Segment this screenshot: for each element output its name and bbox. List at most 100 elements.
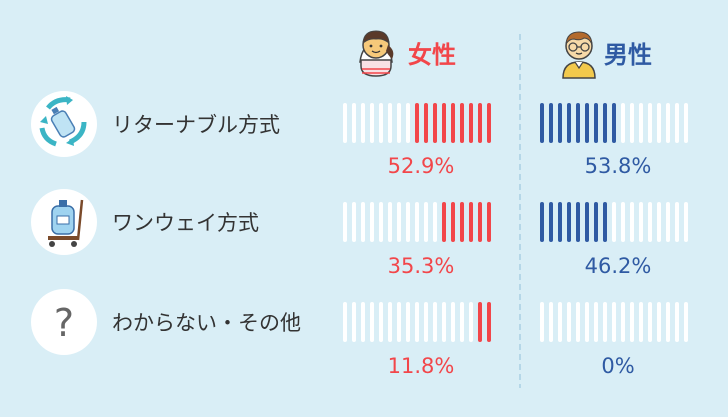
bar-segment-male-2-11 [639, 302, 643, 342]
water-jug-cart-icon [31, 189, 97, 255]
bar-segment-male-0-15 [675, 103, 679, 143]
bar-segment-male-2-3 [567, 302, 571, 342]
bar-segment-female-0-3 [370, 103, 374, 143]
bar-segment-female-1-16 [487, 202, 491, 242]
bar-segment-female-2-11 [442, 302, 446, 342]
bar-segment-female-2-6 [397, 302, 401, 342]
bar-segment-female-2-9 [424, 302, 428, 342]
category-label-returnable: リターナブル方式 [112, 113, 280, 137]
bar-segment-male-2-6 [594, 302, 598, 342]
bar-segment-female-1-12 [451, 202, 455, 242]
bar-segment-female-1-8 [415, 202, 419, 242]
bar-segment-male-1-13 [657, 202, 661, 242]
bar-segment-female-0-11 [442, 103, 446, 143]
bar-segment-female-1-2 [361, 202, 365, 242]
bar-segment-female-0-10 [433, 103, 437, 143]
bar-segment-female-2-15 [478, 302, 482, 342]
male-avatar-icon [562, 31, 596, 79]
bar-segment-female-2-5 [388, 302, 392, 342]
recycle-bottle-icon [31, 91, 97, 157]
bar-segment-female-1-0 [343, 202, 347, 242]
value-label-female-2: 11.8% [388, 354, 455, 378]
bar-segment-female-0-0 [343, 103, 347, 143]
bar-segment-female-0-1 [352, 103, 356, 143]
bar-segment-female-2-13 [460, 302, 464, 342]
bar-segment-female-0-5 [388, 103, 392, 143]
bar-segment-male-0-16 [684, 103, 688, 143]
bar-segment-female-2-7 [406, 302, 410, 342]
bar-segment-female-1-15 [478, 202, 482, 242]
value-label-male-1: 46.2% [585, 254, 652, 278]
bar-segment-male-2-2 [558, 302, 562, 342]
bar-segment-female-0-4 [379, 103, 383, 143]
bar-segment-male-2-10 [630, 302, 634, 342]
question-mark-icon: ? [31, 289, 97, 355]
bar-segment-female-2-4 [379, 302, 383, 342]
bar-segment-female-1-14 [469, 202, 473, 242]
bar-segment-male-1-16 [684, 202, 688, 242]
value-label-male-0: 53.8% [585, 154, 652, 178]
bar-segment-male-1-0 [540, 202, 544, 242]
value-label-female-0: 52.9% [388, 154, 455, 178]
bar-segment-female-0-16 [487, 103, 491, 143]
bar-segment-male-0-2 [558, 103, 562, 143]
bar-segment-female-2-0 [343, 302, 347, 342]
bar-segment-female-2-10 [433, 302, 437, 342]
bar-segment-male-2-1 [549, 302, 553, 342]
bar-segment-male-0-14 [666, 103, 670, 143]
bar-segment-male-2-15 [675, 302, 679, 342]
bar-segment-female-2-14 [469, 302, 473, 342]
bar-segment-male-2-0 [540, 302, 544, 342]
bar-segment-female-0-6 [397, 103, 401, 143]
bar-segment-male-2-13 [657, 302, 661, 342]
bar-segment-female-2-1 [352, 302, 356, 342]
bar-segment-male-1-8 [612, 202, 616, 242]
bar-segment-female-0-12 [451, 103, 455, 143]
bar-segment-female-2-8 [415, 302, 419, 342]
bar-segment-male-0-9 [621, 103, 625, 143]
bar-segment-female-0-15 [478, 103, 482, 143]
bar-segment-female-1-10 [433, 202, 437, 242]
bar-segment-female-2-3 [370, 302, 374, 342]
bar-segment-male-1-14 [666, 202, 670, 242]
bar-segment-male-0-13 [657, 103, 661, 143]
bar-segment-female-1-5 [388, 202, 392, 242]
bar-segment-male-0-8 [612, 103, 616, 143]
bar-segment-male-0-7 [603, 103, 607, 143]
bar-segment-male-1-15 [675, 202, 679, 242]
bar-segment-male-1-3 [567, 202, 571, 242]
bar-segment-female-1-11 [442, 202, 446, 242]
bar-segment-male-0-11 [639, 103, 643, 143]
bar-segment-female-0-8 [415, 103, 419, 143]
bar-segment-male-2-5 [585, 302, 589, 342]
bar-segment-male-1-2 [558, 202, 562, 242]
bar-segment-male-1-7 [603, 202, 607, 242]
bar-segment-male-0-5 [585, 103, 589, 143]
category-label-other: わからない・その他 [112, 311, 301, 335]
bar-segment-male-1-9 [621, 202, 625, 242]
bar-segment-male-1-1 [549, 202, 553, 242]
bar-segment-female-1-7 [406, 202, 410, 242]
bar-segment-male-1-4 [576, 202, 580, 242]
bar-segment-female-1-6 [397, 202, 401, 242]
bar-segment-male-0-6 [594, 103, 598, 143]
bar-segment-male-0-10 [630, 103, 634, 143]
bar-segment-female-2-16 [487, 302, 491, 342]
svg-text:?: ? [54, 301, 74, 345]
bar-segment-male-0-12 [648, 103, 652, 143]
bar-segment-male-2-9 [621, 302, 625, 342]
bar-segment-female-1-1 [352, 202, 356, 242]
bar-segment-female-1-13 [460, 202, 464, 242]
bar-segment-female-2-12 [451, 302, 455, 342]
bar-segment-female-0-7 [406, 103, 410, 143]
bar-segment-male-0-1 [549, 103, 553, 143]
bar-segment-female-2-2 [361, 302, 365, 342]
bar-segment-male-0-4 [576, 103, 580, 143]
bar-segment-male-2-4 [576, 302, 580, 342]
bar-segment-male-1-5 [585, 202, 589, 242]
bar-segment-female-1-3 [370, 202, 374, 242]
bar-segment-male-2-16 [684, 302, 688, 342]
bar-segment-female-0-13 [460, 103, 464, 143]
